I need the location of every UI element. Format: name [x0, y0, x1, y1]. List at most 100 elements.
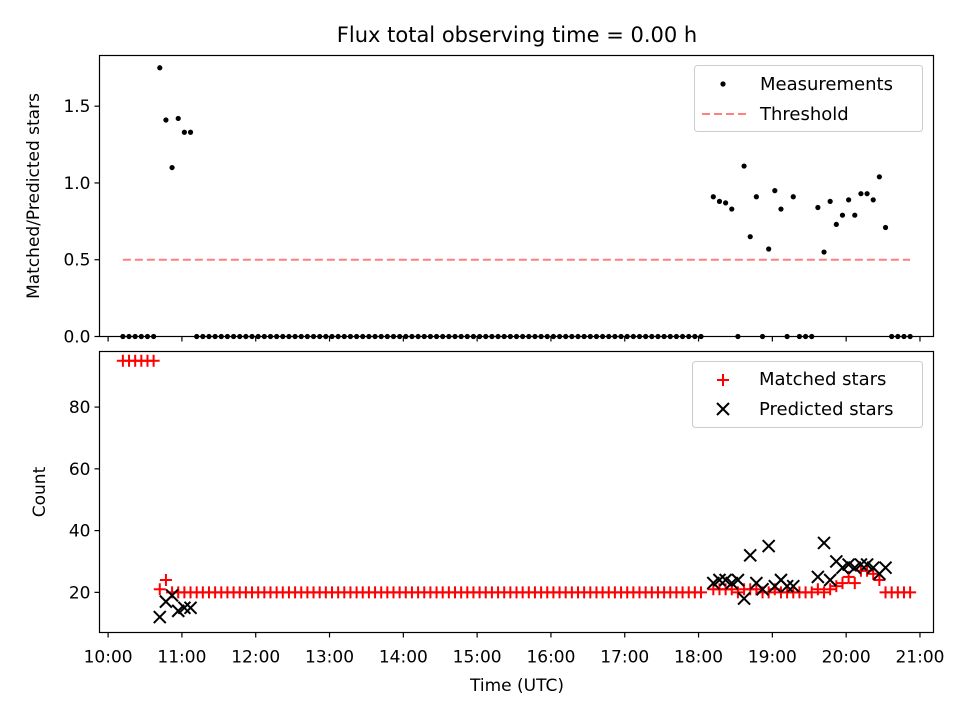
- matched-point: [147, 354, 160, 367]
- measurement-point: [507, 333, 513, 340]
- measurement-point: [446, 333, 452, 340]
- measurement-point: [187, 129, 194, 135]
- measurement-point: [766, 246, 772, 252]
- measurement-point: [876, 174, 882, 180]
- measurement-point: [692, 333, 698, 340]
- bottom-legend: Matched stars Predicted stars: [692, 361, 923, 428]
- measurement-point: [169, 164, 175, 171]
- measurement-point: [753, 194, 759, 200]
- measurement-point: [581, 333, 587, 340]
- measurement-point: [347, 333, 354, 340]
- measurement-point: [255, 333, 261, 340]
- measurement-point: [489, 333, 495, 340]
- measurement-point: [335, 333, 341, 340]
- legend-predicted-label: Predicted stars: [759, 399, 893, 420]
- measurement-point: [556, 333, 563, 340]
- measurement-point: [286, 333, 292, 340]
- top-panel: 0.0 0.5 1.0 1.5 Matched/Predicted stars Mea…: [24, 54, 935, 348]
- predicted-point: [823, 573, 837, 587]
- measurement-point: [839, 212, 846, 218]
- predicted-point: [786, 579, 800, 593]
- measurement-point: [132, 333, 138, 340]
- measurement-point: [698, 333, 704, 340]
- measurement-point: [384, 333, 390, 340]
- predicted-point: [177, 601, 192, 615]
- measurement-point: [433, 333, 440, 340]
- predicted-point: [780, 579, 794, 593]
- bottom-y-tick-label: 60: [69, 460, 91, 480]
- measurement-point: [606, 333, 612, 340]
- x-tick-label: 14:00: [379, 648, 428, 668]
- measurement-point: [181, 129, 187, 135]
- measurement-point: [372, 333, 378, 340]
- measurement-point: [827, 198, 833, 204]
- top-legend-box: [694, 65, 923, 132]
- predicted-point: [712, 573, 727, 587]
- measurement-point: [679, 333, 686, 340]
- measurement-point: [895, 333, 901, 340]
- figure-title: Flux total observing time = 0.00 h: [337, 23, 697, 47]
- x-tick-label: 11:00: [157, 648, 206, 668]
- measurement-point: [230, 333, 237, 340]
- measurement-point: [630, 333, 636, 340]
- measurement-point: [907, 333, 913, 340]
- measurement-point: [267, 333, 274, 340]
- measurement-point: [427, 333, 433, 340]
- measurement-point: [464, 333, 470, 340]
- measurement-point: [329, 333, 335, 340]
- measurement-point: [421, 333, 427, 340]
- predicted-point: [811, 570, 825, 584]
- measurement-point: [194, 333, 200, 340]
- measurement-point: [612, 333, 618, 340]
- measurement-point: [323, 333, 329, 340]
- measurement-point: [513, 333, 520, 340]
- predicted-point: [737, 591, 751, 606]
- measurement-point: [778, 206, 784, 212]
- top-y-tick-label: 1.5: [63, 97, 90, 117]
- matched-point: [695, 586, 708, 599]
- matched-point: [830, 580, 843, 593]
- measurement-point: [710, 194, 716, 200]
- measurement-point: [882, 224, 889, 231]
- measurement-point: [569, 333, 575, 340]
- bottom-y-tick-label: 40: [69, 522, 91, 542]
- top-y-tick-label: 0.0: [63, 328, 90, 348]
- x-tick-label: 16:00: [526, 648, 575, 668]
- top-y-tick-label: 1.0: [63, 174, 90, 194]
- x-tick-label: 20:00: [822, 648, 871, 668]
- measurement-point: [858, 191, 864, 197]
- measurement-point: [218, 333, 224, 340]
- bottom-y-axis-label: Count: [30, 466, 50, 517]
- measurement-point: [120, 333, 126, 340]
- measurement-point: [741, 163, 747, 169]
- measurement-point: [790, 194, 796, 200]
- matched-point: [750, 583, 763, 596]
- measurement-point: [796, 333, 803, 340]
- legend-measurements-marker: [720, 81, 726, 87]
- measurement-point: [390, 333, 397, 340]
- measurement-point: [686, 333, 692, 340]
- predicted-point: [755, 582, 770, 596]
- measurement-point: [470, 333, 477, 340]
- predicted-point: [153, 610, 167, 624]
- matched-point: [904, 586, 917, 599]
- measurement-point: [809, 333, 815, 340]
- measurement-point: [440, 333, 446, 340]
- measurement-point: [206, 333, 212, 340]
- measurement-point: [175, 115, 181, 122]
- bottom-plot-frame: [98, 350, 935, 634]
- measurement-point: [784, 333, 790, 340]
- measurement-point: [157, 65, 163, 71]
- measurement-point: [526, 333, 532, 340]
- measurement-point: [317, 333, 323, 340]
- measurement-point: [870, 197, 876, 203]
- top-legend: Measurements Threshold: [694, 65, 923, 132]
- measurement-point: [815, 204, 821, 211]
- measurement-point: [729, 206, 735, 212]
- predicted-point: [743, 548, 757, 563]
- measurement-point: [378, 333, 384, 340]
- measurement-point: [310, 333, 317, 340]
- measurement-point: [821, 249, 827, 255]
- measurement-point: [200, 333, 206, 340]
- measurement-point: [341, 333, 347, 340]
